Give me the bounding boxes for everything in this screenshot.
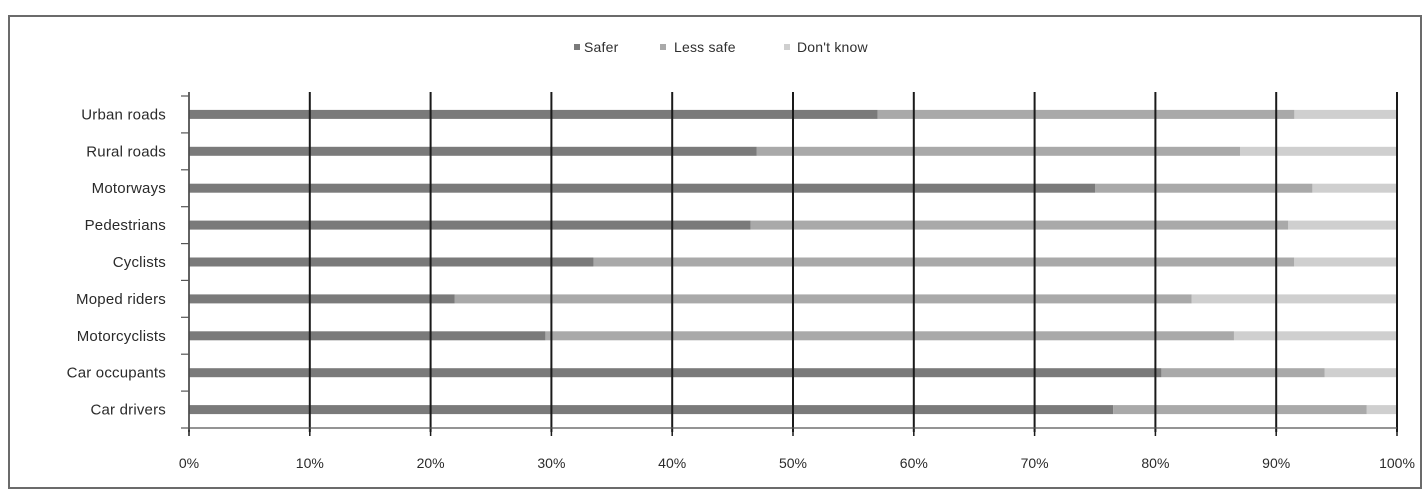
- legend-swatch-safer: [574, 44, 580, 50]
- bar-don-t-know-motorcyclists: [1233, 331, 1397, 341]
- bar-less-safe-cyclists: [593, 257, 1295, 267]
- bar-less-safe-pedestrians: [750, 220, 1289, 230]
- x-tick-label: 80%: [1141, 455, 1169, 471]
- legend-swatch-less-safe: [660, 44, 666, 50]
- x-tick-label: 90%: [1262, 455, 1290, 471]
- category-label: Rural roads: [86, 143, 166, 160]
- x-tick-label: 60%: [900, 455, 928, 471]
- x-tick-label: 20%: [417, 455, 445, 471]
- category-label: Car occupants: [67, 365, 166, 382]
- bar-less-safe-urban-roads: [877, 109, 1295, 119]
- bar-don-t-know-urban-roads: [1294, 109, 1397, 119]
- bar-safer-motorcyclists: [189, 331, 546, 341]
- bar-safer-rural-roads: [189, 146, 757, 156]
- x-tick-label: 40%: [658, 455, 686, 471]
- category-label: Moped riders: [76, 291, 166, 308]
- bar-don-t-know-pedestrians: [1288, 220, 1397, 230]
- bar-less-safe-moped-riders: [454, 294, 1192, 304]
- bar-safer-car-drivers: [189, 405, 1114, 415]
- bar-safer-moped-riders: [189, 294, 455, 304]
- bar-less-safe-motorcyclists: [545, 331, 1234, 341]
- bar-safer-motorways: [189, 183, 1095, 193]
- category-label: Urban roads: [81, 106, 166, 123]
- bar-safer-cyclists: [189, 257, 594, 267]
- bar-safer-urban-roads: [189, 109, 878, 119]
- bar-don-t-know-rural-roads: [1240, 146, 1397, 156]
- bar-less-safe-motorways: [1095, 183, 1313, 193]
- bar-don-t-know-cyclists: [1294, 257, 1397, 267]
- category-label: Pedestrians: [85, 217, 166, 234]
- legend-swatch-don-t-know: [784, 44, 790, 50]
- bar-less-safe-car-occupants: [1161, 368, 1325, 378]
- category-label: Motorways: [92, 180, 166, 197]
- bar-don-t-know-car-drivers: [1366, 405, 1397, 415]
- x-tick-label: 100%: [1379, 455, 1415, 471]
- x-tick-label: 10%: [296, 455, 324, 471]
- bar-don-t-know-car-occupants: [1324, 368, 1397, 378]
- x-tick-label: 50%: [779, 455, 807, 471]
- category-label: Motorcyclists: [77, 328, 166, 345]
- category-label: Cyclists: [113, 254, 166, 271]
- category-label: Car drivers: [90, 402, 166, 419]
- bar-safer-car-occupants: [189, 368, 1162, 378]
- legend-label: Less safe: [674, 39, 736, 55]
- legend-label: Safer: [584, 39, 619, 55]
- bar-safer-pedestrians: [189, 220, 751, 230]
- bar-don-t-know-motorways: [1312, 183, 1397, 193]
- x-tick-label: 70%: [1021, 455, 1049, 471]
- bar-don-t-know-moped-riders: [1191, 294, 1397, 304]
- legend-label: Don't know: [797, 39, 869, 55]
- bar-less-safe-car-drivers: [1113, 405, 1367, 415]
- bar-less-safe-rural-roads: [756, 146, 1240, 156]
- x-tick-label: 30%: [537, 455, 565, 471]
- x-tick-label: 0%: [179, 455, 199, 471]
